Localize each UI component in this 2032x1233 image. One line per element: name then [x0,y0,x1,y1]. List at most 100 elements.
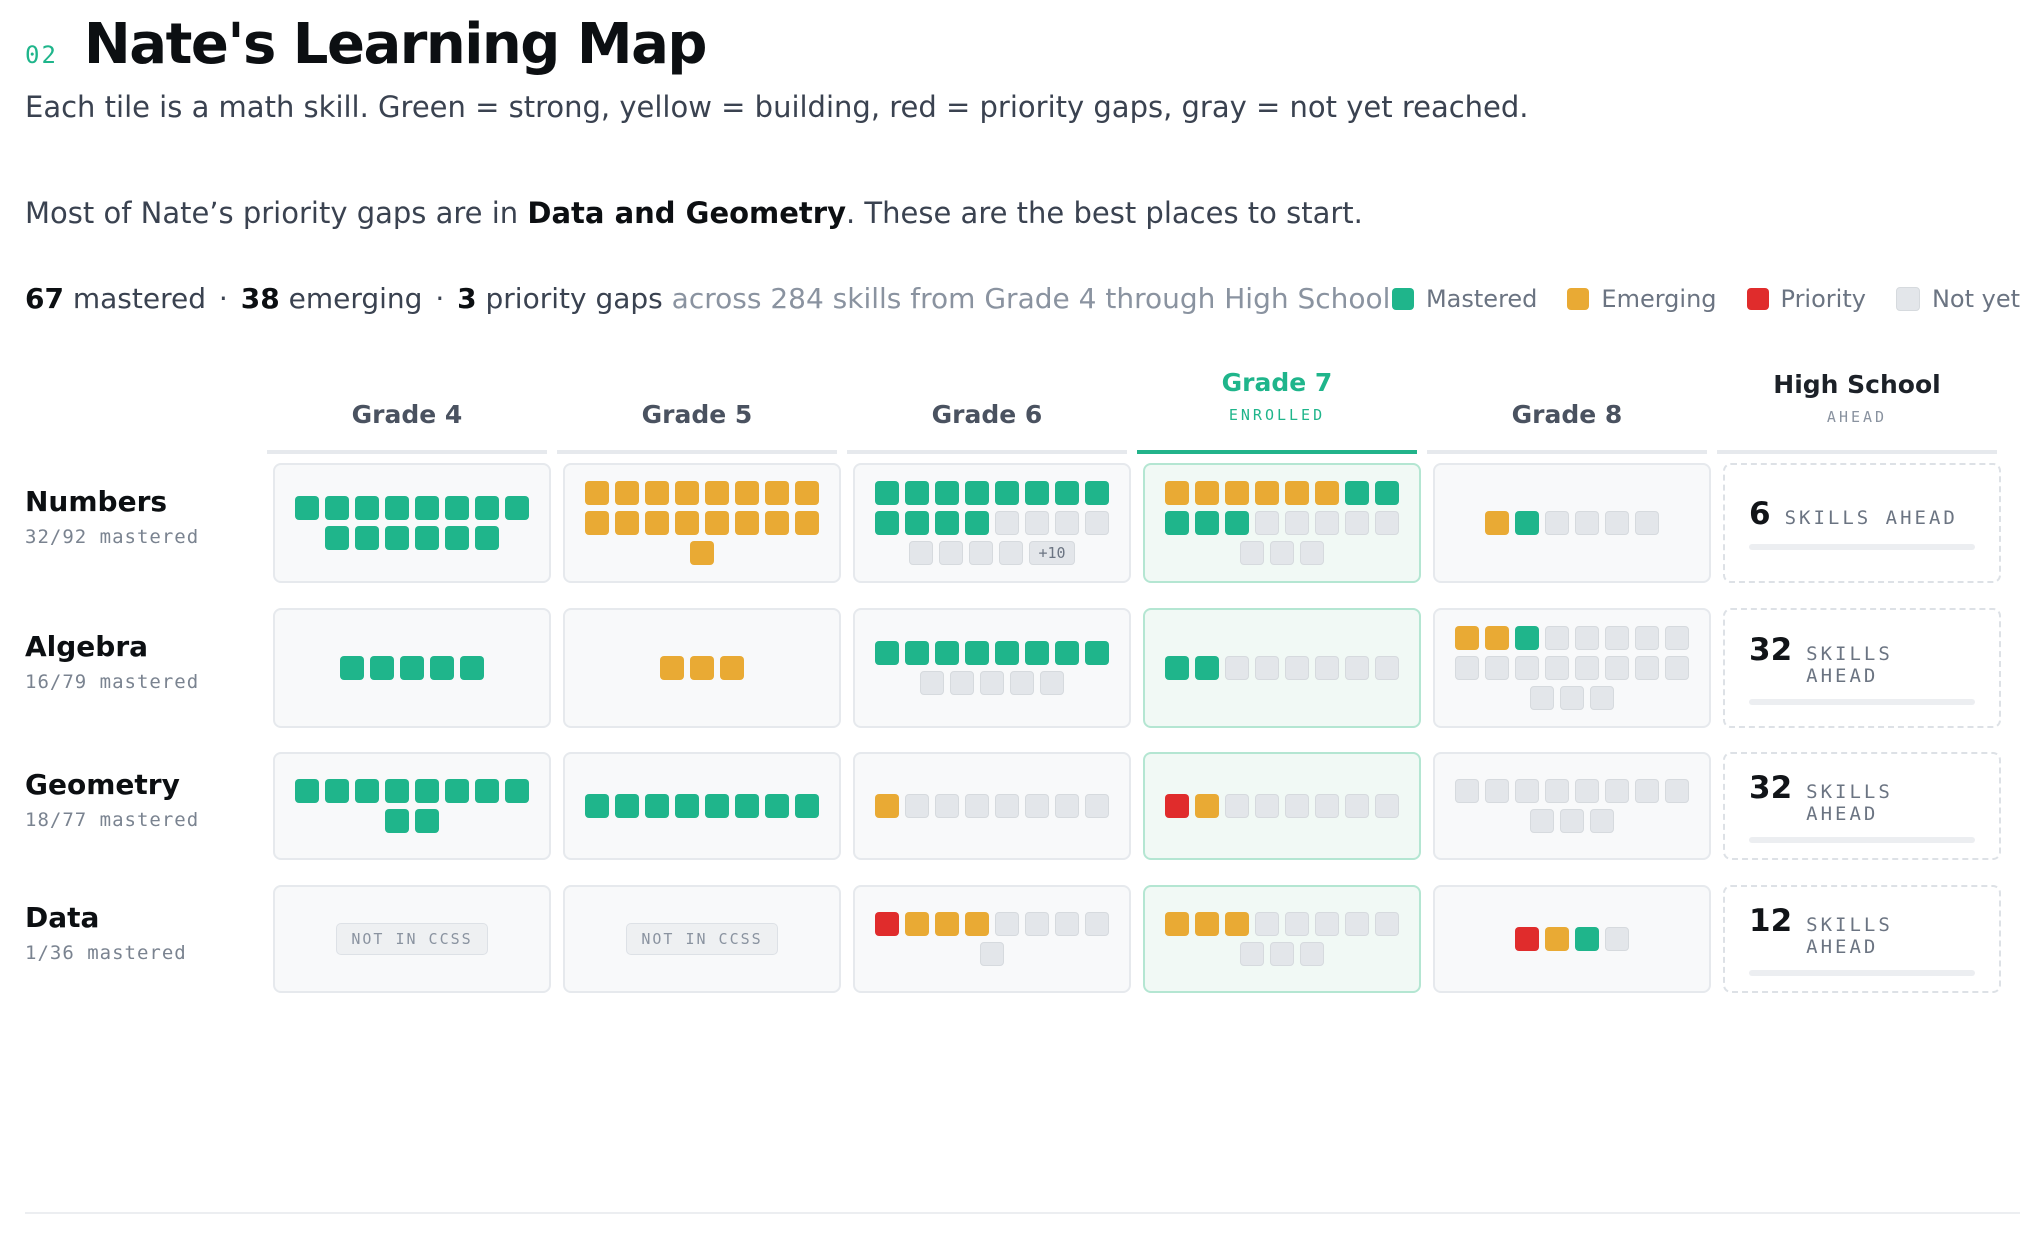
skill-tile-emerging[interactable] [965,912,989,936]
skill-tile-emerging[interactable] [1315,481,1339,505]
skill-tile-emerging[interactable] [645,481,669,505]
skill-tile-mastered[interactable] [415,526,439,550]
skill-tile-not-yet[interactable] [1375,511,1399,535]
skill-tile-emerging[interactable] [705,481,729,505]
skill-tile-not-yet[interactable] [1545,626,1569,650]
skill-tile-priority[interactable] [1515,927,1539,951]
skill-cell-algebra-grade-4[interactable] [273,608,551,728]
skill-tile-not-yet[interactable] [1605,626,1629,650]
skill-tile-mastered[interactable] [1055,481,1079,505]
skill-tile-not-yet[interactable] [1455,656,1479,680]
skill-tile-not-yet[interactable] [1055,794,1079,818]
skill-tile-emerging[interactable] [1455,626,1479,650]
skill-tile-emerging[interactable] [795,481,819,505]
skill-cell-data-grade-4[interactable]: NOT IN CCSS [273,885,551,993]
skill-tile-priority[interactable] [1165,794,1189,818]
skill-tile-mastered[interactable] [1085,641,1109,665]
skill-tile-mastered[interactable] [1025,481,1049,505]
skill-tile-not-yet[interactable] [1455,779,1479,803]
skill-tile-mastered[interactable] [1515,511,1539,535]
skill-tile-emerging[interactable] [690,656,714,680]
skill-tile-not-yet[interactable] [1605,927,1629,951]
skill-tile-emerging[interactable] [795,511,819,535]
skill-tile-emerging[interactable] [905,912,929,936]
skill-tile-mastered[interactable] [615,794,639,818]
skill-tile-not-yet[interactable] [1085,794,1109,818]
skill-tile-emerging[interactable] [1485,511,1509,535]
skill-tile-not-yet[interactable] [1560,686,1584,710]
skill-tile-not-yet[interactable] [909,541,934,565]
skill-tile-mastered[interactable] [445,496,469,520]
skill-cell-algebra-grade-8[interactable] [1433,608,1711,728]
skill-tile-priority[interactable] [875,912,899,936]
skill-tile-mastered[interactable] [385,779,409,803]
skill-tile-not-yet[interactable] [905,794,929,818]
skill-tile-emerging[interactable] [645,511,669,535]
skill-tile-mastered[interactable] [1165,511,1189,535]
skill-tile-not-yet[interactable] [1085,912,1109,936]
skill-cell-numbers-high-school[interactable]: 6 SKILLS AHEAD [1723,463,2001,583]
skill-tile-not-yet[interactable] [1255,656,1279,680]
skill-tile-not-yet[interactable] [1240,541,1264,565]
skill-tile-mastered[interactable] [965,641,989,665]
skill-tile-mastered[interactable] [1195,656,1219,680]
skill-cell-algebra-grade-7[interactable] [1143,608,1421,728]
skill-tile-mastered[interactable] [905,511,929,535]
skill-tile-not-yet[interactable] [1025,912,1049,936]
skill-tile-not-yet[interactable] [969,541,994,565]
skill-tile-not-yet[interactable] [1010,671,1034,695]
skill-tile-mastered[interactable] [295,779,319,803]
skill-tile-emerging[interactable] [735,481,759,505]
skill-tile-emerging[interactable] [1195,912,1219,936]
skill-cell-numbers-grade-7[interactable] [1143,463,1421,583]
skill-tile-not-yet[interactable] [1575,511,1599,535]
skill-tile-emerging[interactable] [735,511,759,535]
skill-cell-numbers-grade-8[interactable] [1433,463,1711,583]
skill-cell-geometry-grade-6[interactable] [853,752,1131,860]
skill-tile-mastered[interactable] [1515,626,1539,650]
skill-tile-mastered[interactable] [935,641,959,665]
skill-tile-mastered[interactable] [735,794,759,818]
skill-tile-not-yet[interactable] [1025,794,1049,818]
skill-tile-mastered[interactable] [965,481,989,505]
skill-tile-mastered[interactable] [445,779,469,803]
skill-tile-not-yet[interactable] [1270,942,1294,966]
skill-tile-not-yet[interactable] [1345,511,1369,535]
skill-tile-mastered[interactable] [385,526,409,550]
skill-tile-emerging[interactable] [675,511,699,535]
skill-tile-not-yet[interactable] [980,942,1004,966]
skill-tile-mastered[interactable] [415,809,439,833]
skill-tile-not-yet[interactable] [920,671,944,695]
skill-tile-not-yet[interactable] [1375,794,1399,818]
skill-tile-not-yet[interactable] [1605,511,1629,535]
skill-tile-not-yet[interactable] [1270,541,1294,565]
skill-tile-emerging[interactable] [1485,626,1509,650]
skill-tile-emerging[interactable] [585,481,609,505]
skill-tile-mastered[interactable] [765,794,789,818]
skill-cell-numbers-grade-5[interactable] [563,463,841,583]
skill-tile-not-yet[interactable] [1085,511,1109,535]
skill-tile-not-yet[interactable] [1255,912,1279,936]
skill-cell-data-grade-8[interactable] [1433,885,1711,993]
skill-tile-mastered[interactable] [325,779,349,803]
skill-tile-not-yet[interactable] [1530,809,1554,833]
skill-tile-mastered[interactable] [400,656,424,680]
skill-tile-not-yet[interactable] [1375,912,1399,936]
skill-tile-mastered[interactable] [875,511,899,535]
skill-tile-mastered[interactable] [675,794,699,818]
skill-tile-not-yet[interactable] [995,511,1019,535]
skill-tile-not-yet[interactable] [1240,942,1264,966]
skill-tile-not-yet[interactable] [939,541,964,565]
skill-tile-mastered[interactable] [935,481,959,505]
skill-tile-not-yet[interactable] [1285,656,1309,680]
skill-tile-not-yet[interactable] [1635,656,1659,680]
skill-cell-data-grade-7[interactable] [1143,885,1421,993]
skill-tile-mastered[interactable] [935,511,959,535]
skill-tile-not-yet[interactable] [1285,511,1309,535]
skill-tile-mastered[interactable] [385,809,409,833]
skill-tile-not-yet[interactable] [1040,671,1064,695]
skill-tile-emerging[interactable] [675,481,699,505]
skill-tile-not-yet[interactable] [1590,686,1614,710]
skill-tile-mastered[interactable] [325,526,349,550]
skill-tile-emerging[interactable] [720,656,744,680]
